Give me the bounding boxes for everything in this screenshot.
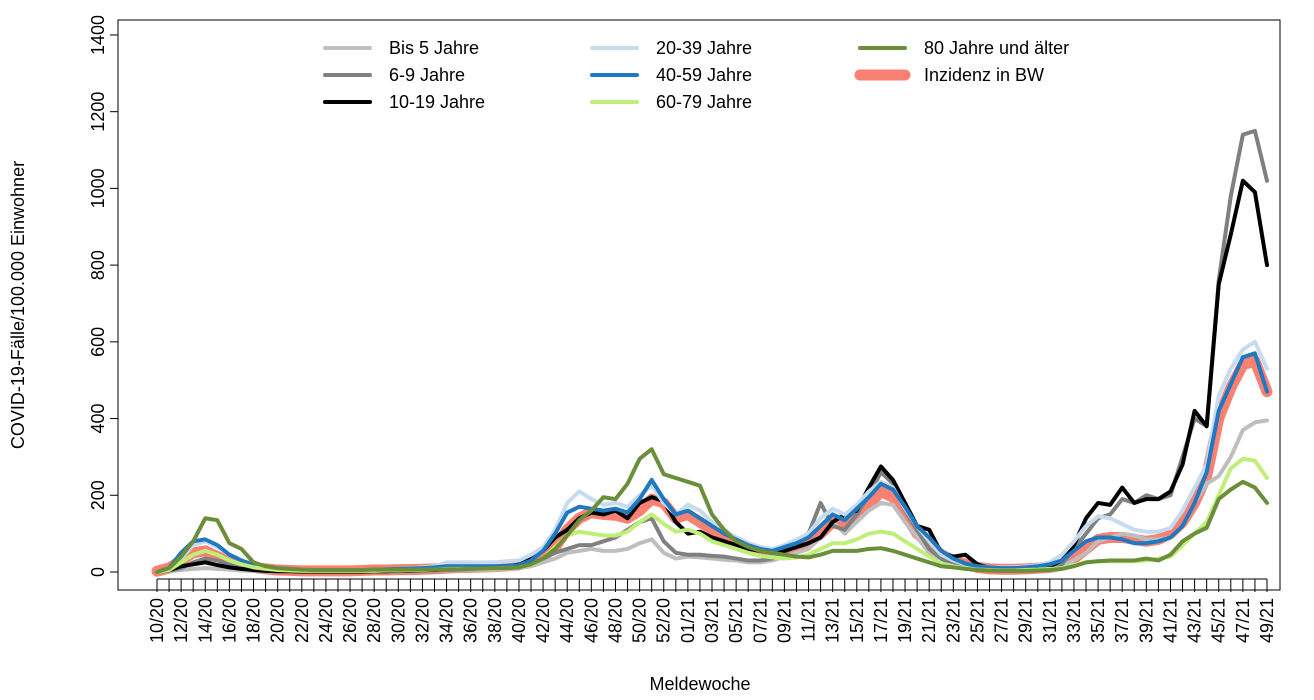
legend-label: 80 Jahre und älter	[924, 38, 1069, 58]
y-tick-label: 1000	[88, 168, 108, 208]
x-tick-label: 10/20	[147, 598, 167, 643]
x-tick-label: 46/20	[581, 598, 601, 643]
x-tick-label: 21/21	[919, 598, 939, 643]
legend-label: Inzidenz in BW	[924, 65, 1044, 85]
x-tick-label: 29/21	[1016, 598, 1036, 643]
series-line	[155, 128, 1269, 574]
y-tick-label: 1200	[88, 92, 108, 132]
x-tick-label: 35/21	[1088, 598, 1108, 643]
x-tick-label: 01/21	[678, 598, 698, 643]
x-tick-label: 40/20	[509, 598, 529, 643]
x-tick-label: 20/20	[268, 598, 288, 643]
x-tick-label: 28/20	[364, 598, 384, 643]
y-tick-label: 400	[88, 404, 108, 434]
x-tick-label: 48/20	[605, 598, 625, 643]
x-tick-label: 17/21	[871, 598, 891, 643]
x-tick-label: 26/20	[340, 598, 360, 643]
x-tick-label: 18/20	[244, 598, 264, 643]
x-tick-label: 16/20	[219, 598, 239, 643]
x-tick-label: 49/21	[1257, 598, 1277, 643]
x-tick-label: 23/21	[943, 598, 963, 643]
legend-label: 6-9 Jahre	[389, 65, 465, 85]
x-tick-label: 32/20	[412, 598, 432, 643]
x-tick-label: 31/21	[1040, 598, 1060, 643]
x-tick-label: 25/21	[967, 598, 987, 643]
x-axis-title: Meldewoche	[649, 674, 750, 694]
legend-label: 10-19 Jahre	[389, 92, 485, 112]
x-tick-label: 22/20	[292, 598, 312, 643]
x-tick-label: 33/21	[1064, 598, 1084, 643]
x-tick-label: 30/20	[388, 598, 408, 643]
x-tick-label: 45/21	[1209, 598, 1229, 643]
legend-label: 60-79 Jahre	[656, 92, 752, 112]
x-tick-label: 52/20	[654, 598, 674, 643]
x-tick-label: 42/20	[533, 598, 553, 643]
legend-label: 40-59 Jahre	[656, 65, 752, 85]
x-tick-label: 47/21	[1233, 598, 1253, 643]
legend-label: 20-39 Jahre	[656, 38, 752, 58]
x-tick-label: 13/21	[823, 598, 843, 643]
series-line	[155, 447, 1269, 574]
x-tick-label: 14/20	[195, 598, 215, 643]
x-tick-label: 39/21	[1136, 598, 1156, 643]
y-tick-label: 800	[88, 250, 108, 280]
x-tick-label: 36/20	[461, 598, 481, 643]
x-tick-label: 12/20	[171, 598, 191, 643]
x-tick-label: 38/20	[485, 598, 505, 643]
y-tick-label: 600	[88, 327, 108, 357]
x-tick-label: 19/21	[895, 598, 915, 643]
x-tick-label: 41/21	[1160, 598, 1180, 643]
y-tick-label: 0	[88, 567, 108, 577]
y-axis-title: COVID-19-Fälle/100.000 Einwohner	[8, 161, 28, 449]
x-tick-label: 15/21	[847, 598, 867, 643]
x-tick-label: 43/21	[1185, 598, 1205, 643]
x-tick-label: 03/21	[702, 598, 722, 643]
x-tick-label: 09/21	[774, 598, 794, 643]
x-tick-label: 07/21	[750, 598, 770, 643]
x-tick-label: 24/20	[316, 598, 336, 643]
legend-label: Bis 5 Jahre	[389, 38, 479, 58]
x-tick-label: 11/21	[799, 598, 819, 642]
x-tick-label: 44/20	[557, 598, 577, 643]
x-tick-label: 27/21	[992, 598, 1012, 643]
y-tick-label: 200	[88, 480, 108, 510]
x-tick-label: 50/20	[630, 598, 650, 643]
x-tick-label: 34/20	[437, 598, 457, 643]
x-tick-label: 37/21	[1112, 598, 1132, 643]
x-tick-label: 05/21	[726, 598, 746, 643]
series-line	[155, 418, 1269, 574]
y-tick-label: 1400	[88, 15, 108, 55]
